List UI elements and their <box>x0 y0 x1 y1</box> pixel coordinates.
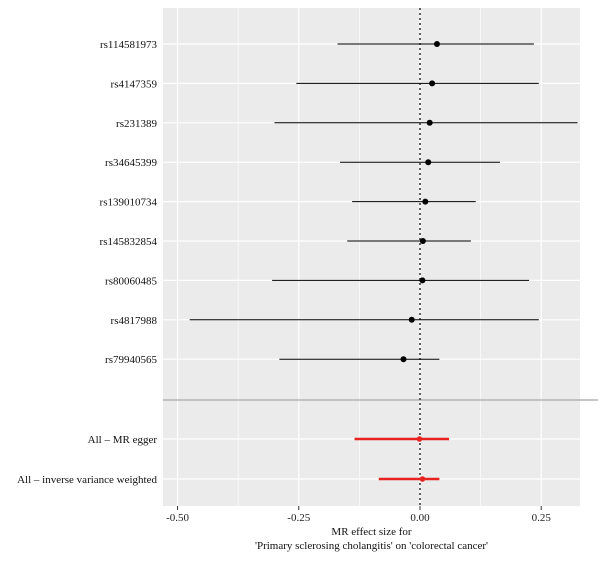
snp-point-estimate <box>426 119 433 126</box>
x-tick-label: -0.50 <box>166 512 189 524</box>
snp-row-label: rs231389 <box>116 118 157 130</box>
row-labels: rs114581973 rs4147359 rs231389 rs34645399 rs… <box>17 39 157 486</box>
snp-row-label: rs80060485 <box>105 275 157 287</box>
plot-panel <box>163 8 580 506</box>
snp-row-label: rs79940565 <box>105 354 157 366</box>
x-axis-title-line: 'Primary sclerosing cholangitis' on 'col… <box>255 540 488 552</box>
snp-point-estimate <box>408 316 415 323</box>
snp-point-estimate <box>400 356 407 363</box>
snp-row-label: rs4817988 <box>111 315 158 327</box>
x-tick-label: -0.25 <box>287 512 310 524</box>
snp-row-label: rs114581973 <box>100 39 158 51</box>
snp-point-estimate <box>433 41 440 47</box>
snp-point-estimate <box>419 277 426 284</box>
x-axis-title-line: MR effect size for <box>331 526 411 538</box>
snp-row-label: rs145832854 <box>100 236 158 248</box>
summary-point-estimate <box>416 436 423 442</box>
x-tick-label: 0.00 <box>410 512 430 524</box>
snp-point-estimate <box>419 238 426 244</box>
estimate-marks <box>189 41 578 482</box>
snp-row-label: rs139010734 <box>100 197 158 209</box>
snp-point-estimate <box>429 80 436 87</box>
summary-row-label: All – MR egger <box>88 434 158 446</box>
summary-row-label: All – inverse variance weighted <box>17 474 157 486</box>
snp-row-label: rs34645399 <box>105 157 157 169</box>
snp-point-estimate <box>425 159 432 166</box>
summary-point-estimate <box>419 476 426 482</box>
x-tick-label: 0.25 <box>532 512 552 524</box>
x-axis-title: MR effect size for 'Primary sclerosing ch… <box>255 526 488 552</box>
x-axis-ticks: -0.50 -0.25 0.00 0.25 <box>166 506 551 524</box>
snp-row-label: rs4147359 <box>111 78 158 90</box>
snp-point-estimate <box>422 198 429 205</box>
